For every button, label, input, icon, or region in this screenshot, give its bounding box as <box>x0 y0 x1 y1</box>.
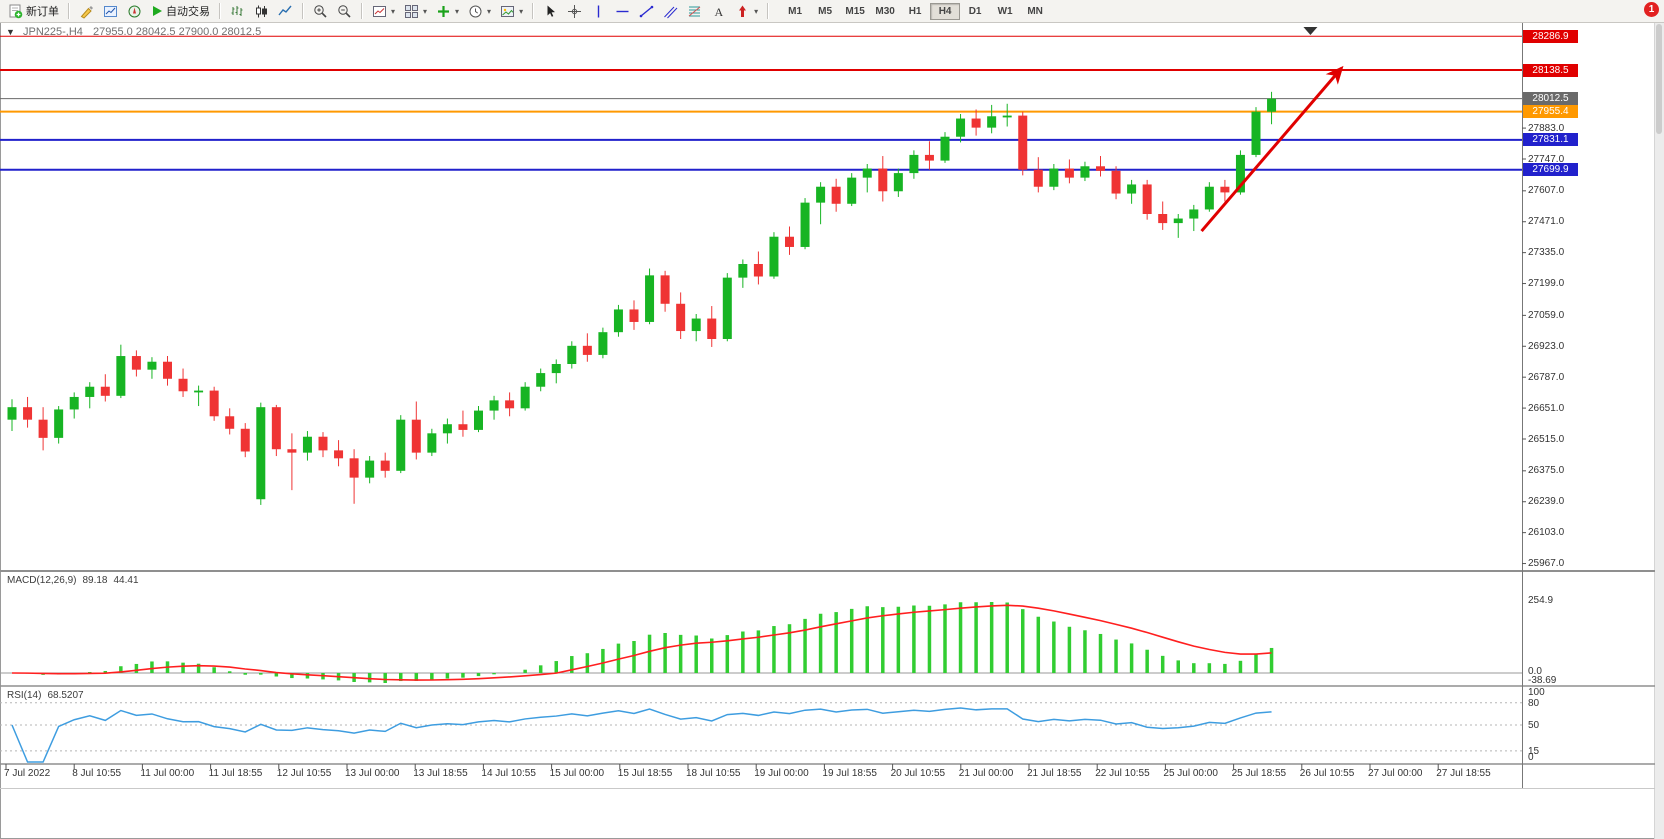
dropdown-caret-icon[interactable]: ▾ <box>423 6 428 16</box>
dropdown-caret-icon[interactable]: ▾ <box>754 6 759 16</box>
crosshair-icon <box>568 4 582 18</box>
arrow-tool-icon <box>739 5 747 17</box>
market-watch-button[interactable] <box>99 1 122 22</box>
navigator-icon <box>128 5 141 17</box>
timeframe-group: M1 M5 M15 M30 H1 H4 D1 W1 MN <box>780 2 1050 20</box>
autotrading-button[interactable]: 自动交易 <box>147 1 214 22</box>
toolbar-separator <box>68 3 70 19</box>
zoom-out-icon <box>338 4 351 18</box>
fibonacci-button[interactable] <box>683 1 706 22</box>
toolbar-separator <box>219 3 221 19</box>
metaeditor-button[interactable] <box>75 1 98 22</box>
zoom-out-button[interactable] <box>333 1 356 22</box>
dropdown-caret-icon[interactable]: ▾ <box>455 6 460 16</box>
new-chart-icon <box>373 5 386 17</box>
toolbar-separator <box>767 3 770 19</box>
vertical-scrollbar[interactable] <box>1654 22 1664 839</box>
candlestick-chart-icon <box>256 5 267 17</box>
fibonacci-icon <box>688 6 701 16</box>
zoom-in-icon <box>314 4 327 18</box>
zoom-in-button[interactable] <box>309 1 332 22</box>
svg-text:A: A <box>715 5 724 19</box>
metaeditor-icon <box>80 5 93 19</box>
candlestick-chart-button[interactable] <box>250 1 273 22</box>
vertical-line-icon <box>597 5 600 17</box>
channel-icon <box>664 6 678 18</box>
new-chart-button[interactable]: ▾ <box>368 1 399 22</box>
channel-button[interactable] <box>659 1 682 22</box>
trendline-icon <box>639 5 654 17</box>
main-toolbar: 新订单 自动交易 <box>0 0 1664 23</box>
bar-chart-icon <box>231 5 243 16</box>
line-chart-button[interactable] <box>274 1 297 22</box>
text-button[interactable]: A <box>707 1 730 22</box>
price-axis[interactable] <box>1522 22 1654 788</box>
cursor-icon <box>547 5 556 17</box>
vertical-line-button[interactable] <box>587 1 610 22</box>
indicators-plus-icon <box>438 5 450 17</box>
profiles-button[interactable]: ▾ <box>400 1 431 22</box>
templates-icon <box>501 5 515 17</box>
scrollbar-thumb[interactable] <box>1656 24 1662 134</box>
time-axis[interactable] <box>0 764 1522 789</box>
timeframe-M30[interactable]: M30 <box>875 5 895 17</box>
timeframe-H1[interactable]: H1 <box>908 5 922 17</box>
toolbar-separator <box>302 3 304 19</box>
templates-button[interactable]: ▾ <box>496 1 527 22</box>
periods-button[interactable]: ▾ <box>464 1 495 22</box>
dropdown-caret-icon[interactable]: ▾ <box>391 6 396 16</box>
crosshair-button[interactable] <box>563 1 586 22</box>
timeframe-MN[interactable]: MN <box>1027 5 1043 17</box>
bar-chart-button[interactable] <box>226 1 249 22</box>
new-order-icon <box>9 4 23 18</box>
cursor-button[interactable] <box>539 1 562 22</box>
line-chart-icon <box>278 5 292 15</box>
tile-windows-icon <box>405 4 419 18</box>
navigator-button[interactable] <box>123 1 146 22</box>
timeframe-M5[interactable]: M5 <box>818 5 833 17</box>
one-click-trading-toggle[interactable]: ▼ <box>6 27 15 37</box>
horizontal-line-icon <box>616 10 629 12</box>
notification-badge[interactable]: 1 <box>1644 2 1659 17</box>
new-order-button[interactable]: 新订单 <box>4 1 63 22</box>
d-caret-icon[interactable]: ▾ <box>519 6 524 16</box>
horizontal-line-button[interactable] <box>611 1 634 22</box>
arrows-button[interactable]: ▾ <box>731 1 762 22</box>
timeframe-M1[interactable]: M1 <box>788 5 803 17</box>
timeframe-M15[interactable]: M15 <box>845 5 865 17</box>
autotrading-play-icon <box>153 6 162 16</box>
new-order-label: 新订单 <box>26 6 59 18</box>
dropdown-caret-icon[interactable]: ▾ <box>487 6 492 16</box>
trendline-button[interactable] <box>635 1 658 22</box>
autotrading-label: 自动交易 <box>166 6 210 18</box>
clock-icon <box>469 5 482 17</box>
toolbar-separator <box>532 3 535 19</box>
market-watch-icon <box>104 5 117 17</box>
timeframe-W1[interactable]: W1 <box>997 5 1013 17</box>
text-icon: A <box>715 5 724 19</box>
timeframe-H4[interactable]: H4 <box>930 2 961 20</box>
indicators-button[interactable]: ▾ <box>432 1 463 22</box>
timeframe-D1[interactable]: D1 <box>968 5 982 17</box>
toolbar-separator <box>361 3 363 19</box>
chart-plot-area[interactable] <box>1 23 1521 570</box>
